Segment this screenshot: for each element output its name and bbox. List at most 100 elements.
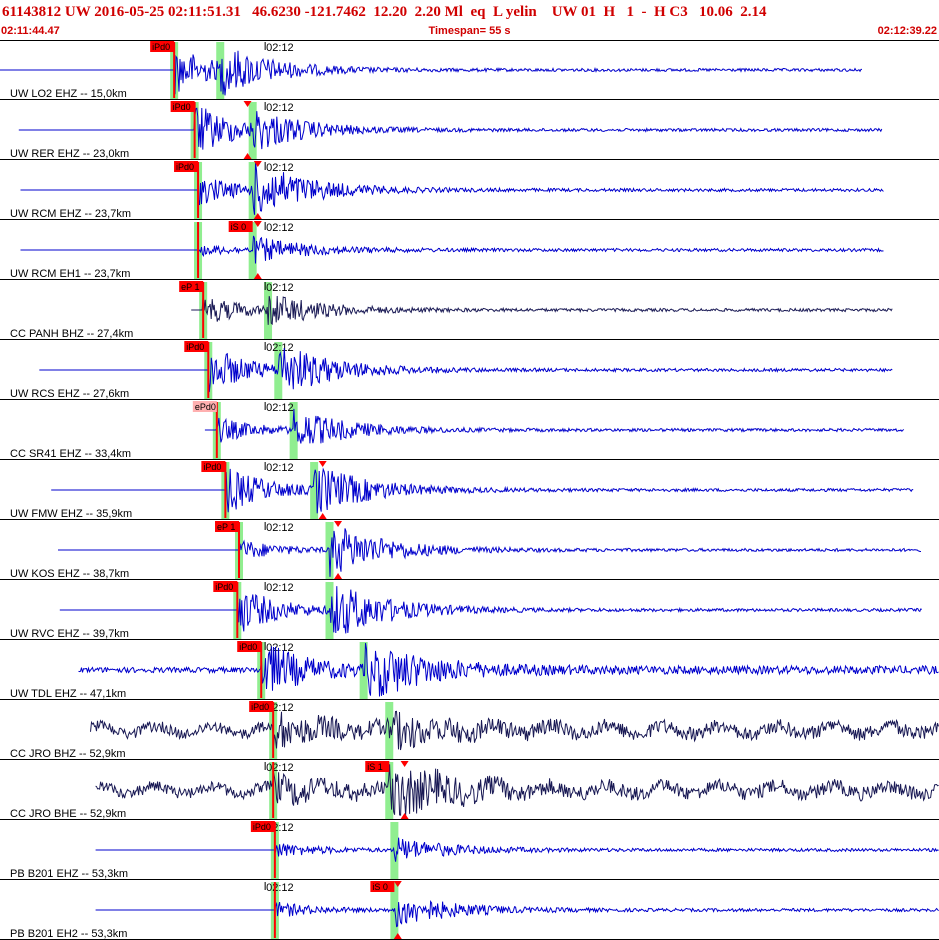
- pick-label: iPd0: [186, 342, 204, 352]
- s-pick-window: [359, 642, 368, 700]
- waveform-trace: [95, 900, 939, 928]
- s-marker-bottom-triangle[interactable]: [253, 213, 262, 219]
- pick-label-box[interactable]: [192, 401, 217, 412]
- pick-label-box[interactable]: [213, 581, 238, 592]
- pick-label: iPd0: [173, 102, 191, 112]
- s-marker-top-triangle[interactable]: [334, 521, 343, 527]
- trace-row[interactable]: 02:12 ePd0 CC SR41 EHZ -- 33,4km: [0, 401, 939, 460]
- waveform-trace: [51, 467, 914, 514]
- trace-row[interactable]: 02:12 eP 1 CC PANH BHZ -- 27,4km: [0, 281, 939, 340]
- pick-label: iPd0: [215, 582, 233, 592]
- minute-mark-label: 02:12: [266, 522, 294, 534]
- pick-label-box[interactable]: [249, 701, 274, 712]
- trace-row[interactable]: 02:12 iS 0 PB B201 EH2 -- 53,3km: [0, 881, 939, 940]
- minute-mark-label: 02:12: [266, 342, 294, 354]
- trace-row[interactable]: 02:12 eP 1 UW KOS EHZ -- 38,7km: [0, 521, 939, 580]
- station-label: UW FMW EHZ -- 35,9km: [10, 508, 132, 520]
- pick-label-box[interactable]: [170, 101, 195, 112]
- end-time-label: 02:12:39.22: [877, 25, 937, 37]
- start-time-label: 02:11:44.47: [1, 25, 60, 37]
- minute-mark-label: 02:12: [266, 222, 294, 234]
- trace-row[interactable]: 02:12 iPd0 UW RCM EHZ -- 23,7km: [0, 161, 939, 220]
- waveform-trace: [18, 107, 883, 150]
- pick-label-box[interactable]: [250, 821, 275, 832]
- pick-label: iS 0: [372, 882, 388, 892]
- waveform-trace: [95, 764, 939, 816]
- trace-row[interactable]: 02:12 iPd0 UW FMW EHZ -- 35,9km: [0, 461, 939, 520]
- minute-mark-label: 02:12: [266, 642, 294, 654]
- pick-label-box[interactable]: [201, 461, 226, 472]
- waveform-trace: [0, 50, 862, 96]
- pick-label: iPd0: [176, 162, 194, 172]
- pick-label: iS 0: [231, 222, 247, 232]
- pick-label-box[interactable]: [237, 641, 262, 652]
- minute-mark-label: 02:12: [266, 402, 294, 414]
- s-marker-top-triangle[interactable]: [253, 221, 262, 227]
- pick-label-box[interactable]: [228, 221, 253, 232]
- s-marker-bottom-triangle[interactable]: [253, 273, 262, 279]
- trace-row[interactable]: 02:12 iPd0 UW RER EHZ -- 23,0km: [0, 101, 939, 160]
- waveform-trace: [90, 710, 939, 751]
- minute-mark-label: 02:12: [266, 882, 294, 894]
- event-info-title: 61143812 UW 2016-05-25 02:11:51.31 46.62…: [2, 4, 767, 20]
- waveform-trace: [58, 528, 921, 577]
- pick-label: iPd0: [203, 462, 221, 472]
- waveform-trace: [20, 163, 884, 215]
- station-label: CC SR41 EHZ -- 33,4km: [10, 448, 131, 460]
- station-label: UW RVC EHZ -- 39,7km: [10, 628, 129, 640]
- s-marker-top-triangle[interactable]: [393, 881, 402, 887]
- pick-label: eP 1: [181, 282, 199, 292]
- s-pick-window: [385, 762, 394, 820]
- pick-label-box[interactable]: [365, 761, 390, 772]
- pick-label: ePd0: [195, 402, 216, 412]
- s-pick-window: [310, 462, 319, 520]
- pick-label-box[interactable]: [184, 341, 209, 352]
- trace-row[interactable]: 02:12 iS 0 UW RCM EH1 -- 23,7km: [0, 221, 939, 280]
- pick-label: eP 1: [217, 522, 235, 532]
- s-pick-window: [264, 282, 273, 340]
- s-marker-bottom-triangle[interactable]: [318, 513, 327, 519]
- pick-label: iS 1: [367, 762, 383, 772]
- s-marker-bottom-triangle[interactable]: [400, 813, 409, 819]
- station-label: PB B201 EHZ -- 53,3km: [10, 868, 128, 880]
- timespan-label: Timespan= 55 s: [428, 25, 511, 37]
- s-marker-top-triangle[interactable]: [253, 161, 262, 167]
- waveform-trace: [95, 837, 939, 862]
- trace-row[interactable]: 02:12 iS 1 CC JRO BHE -- 52,9km: [0, 761, 939, 820]
- pick-label-box[interactable]: [174, 161, 199, 172]
- minute-mark-label: 02:12: [266, 462, 294, 474]
- trace-row[interactable]: 02:12 iPd0 UW RVC EHZ -- 39,7km: [0, 581, 939, 640]
- pick-label: iPd0: [253, 822, 271, 832]
- trace-row[interactable]: 02:12 iPd0 UW LO2 EHZ -- 15,0km: [0, 41, 939, 100]
- station-label: UW RCM EHZ -- 23,7km: [10, 208, 131, 220]
- station-label: UW KOS EHZ -- 38,7km: [10, 568, 129, 580]
- pick-label-box[interactable]: [215, 521, 240, 532]
- minute-mark-label: 02:12: [266, 42, 294, 54]
- waveform-trace: [39, 347, 893, 393]
- pick-label-box[interactable]: [179, 281, 204, 292]
- minute-mark-label: 02:12: [266, 762, 294, 774]
- station-label: UW TDL EHZ -- 47,1km: [10, 688, 126, 700]
- waveform-trace: [20, 235, 884, 264]
- pick-label-box[interactable]: [370, 881, 395, 892]
- station-label: UW RCM EH1 -- 23,7km: [10, 268, 130, 280]
- s-marker-top-triangle[interactable]: [318, 461, 327, 467]
- station-label: CC JRO BHZ -- 52,9km: [10, 748, 126, 760]
- pick-label: iPd0: [152, 42, 170, 52]
- minute-mark-label: 02:12: [266, 162, 294, 174]
- trace-row[interactable]: 02:12 iPd0 UW RCS EHZ -- 27,6km: [0, 341, 939, 400]
- station-label: UW RCS EHZ -- 27,6km: [10, 388, 129, 400]
- station-label: UW LO2 EHZ -- 15,0km: [10, 88, 127, 100]
- s-marker-top-triangle[interactable]: [243, 101, 252, 107]
- s-marker-bottom-triangle[interactable]: [334, 573, 343, 579]
- seismogram-panel[interactable]: 02:12 iPd0 UW LO2 EHZ -- 15,0km 02:12 iPd0 UW…: [0, 40, 939, 940]
- trace-row[interactable]: 02:12 iPd0 UW TDL EHZ -- 47,1km: [0, 641, 939, 700]
- s-marker-bottom-triangle[interactable]: [393, 933, 402, 939]
- pick-label-box[interactable]: [150, 41, 175, 52]
- waveform-trace: [59, 586, 923, 634]
- s-marker-top-triangle[interactable]: [400, 761, 409, 767]
- s-marker-bottom-triangle[interactable]: [243, 153, 252, 159]
- station-label: CC PANH BHZ -- 27,4km: [10, 328, 133, 340]
